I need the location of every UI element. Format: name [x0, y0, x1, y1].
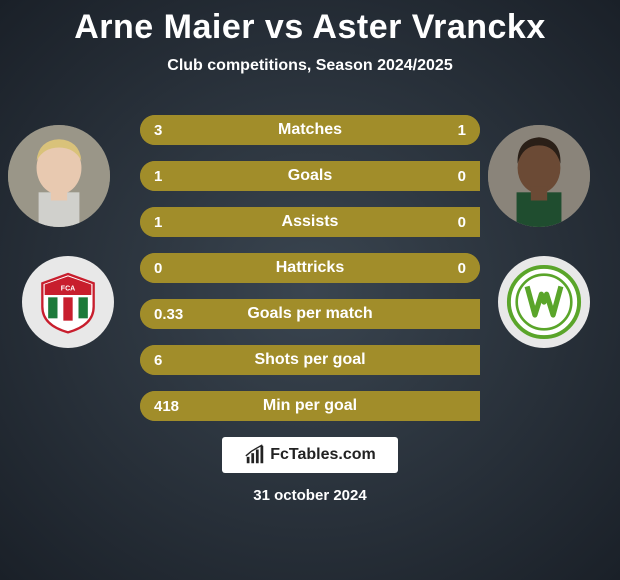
footer-date: 31 october 2024 — [0, 487, 620, 504]
subtitle: Club competitions, Season 2024/2025 — [0, 57, 620, 75]
stat-label: Hattricks — [140, 259, 480, 277]
stats-container: 31Matches 10Goals 10Assists 00Hattricks 0.33… — [140, 115, 480, 421]
stat-row: 00Hattricks — [140, 253, 480, 283]
page-title: Arne Maier vs Aster Vranckx — [0, 0, 620, 47]
stat-label: Goals per match — [140, 305, 480, 323]
stat-label: Matches — [140, 121, 480, 139]
branding-label: FcTables.com — [270, 446, 376, 464]
stat-label: Assists — [140, 213, 480, 231]
stat-row: 31Matches — [140, 115, 480, 145]
club-logo-left: FCA — [22, 256, 114, 348]
player-photo-left — [8, 125, 110, 227]
stat-row: 10Goals — [140, 161, 480, 191]
stat-label: Min per goal — [140, 397, 480, 415]
stat-label: Shots per goal — [140, 351, 480, 369]
stat-label: Goals — [140, 167, 480, 185]
club-logo-right — [498, 256, 590, 348]
branding-badge: FcTables.com — [222, 437, 398, 473]
chart-icon — [244, 444, 266, 466]
player-photo-right — [488, 125, 590, 227]
svg-text:FCA: FCA — [61, 285, 75, 292]
stat-row: 10Assists — [140, 207, 480, 237]
stat-row: 0.33Goals per match — [140, 299, 480, 329]
stat-row: 6Shots per goal — [140, 345, 480, 375]
stat-row: 418Min per goal — [140, 391, 480, 421]
